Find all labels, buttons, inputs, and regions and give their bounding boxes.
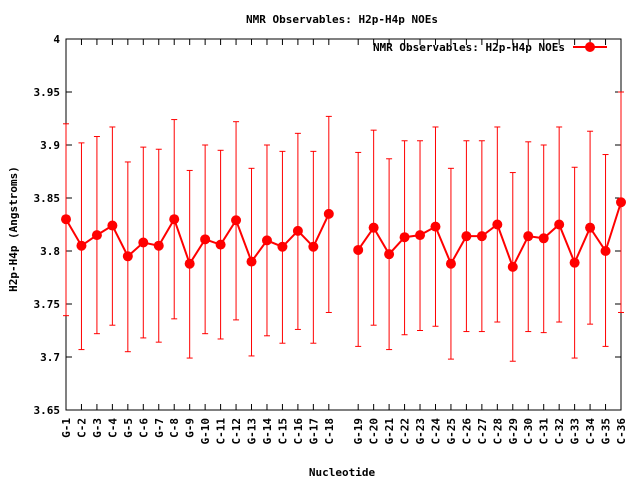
x-tick-label: G-14	[261, 418, 274, 445]
x-tick-label: C-31	[538, 418, 551, 445]
data-point	[476, 231, 487, 242]
data-point	[184, 258, 195, 269]
x-tick-label: G-7	[153, 418, 166, 438]
data-point	[600, 246, 611, 256]
data-point	[430, 221, 441, 232]
y-tick-label: 3.85	[34, 192, 61, 205]
y-axis: 3.65 3.7 3.75 3.8 3.85 3.9 3.95 4	[34, 33, 621, 417]
data-point	[169, 214, 180, 225]
chart-title: NMR Observables: H2p-H4p NOEs	[246, 13, 438, 26]
data-point	[554, 219, 565, 230]
x-axis-label: Nucleotide	[309, 466, 376, 479]
y-tick-label: 4	[53, 33, 60, 46]
data-point	[368, 222, 379, 233]
data-point	[153, 240, 164, 251]
x-tick-label: G-13	[246, 418, 259, 445]
data-point	[261, 235, 272, 246]
y-tick-label: 3.75	[34, 298, 61, 311]
legend-label: NMR Observables: H2p-H4p NOEs	[373, 41, 565, 54]
data-series	[61, 91, 626, 362]
x-tick-label: C-4	[106, 418, 119, 438]
x-tick-label: C-18	[323, 418, 336, 445]
data-point	[384, 249, 395, 260]
data-point	[616, 197, 626, 208]
x-tick-label: G-29	[507, 418, 520, 445]
data-point	[569, 257, 580, 268]
data-point	[523, 231, 534, 242]
data-point	[415, 230, 426, 241]
data-point	[323, 208, 334, 219]
data-point	[246, 256, 257, 267]
data-point	[461, 231, 472, 242]
plot-frame	[65, 38, 622, 411]
legend: NMR Observables: H2p-H4p NOEs	[373, 41, 607, 54]
x-tick-label: C-30	[522, 418, 535, 445]
data-point	[585, 222, 596, 233]
data-point	[445, 258, 456, 269]
data-point	[231, 215, 242, 226]
data-point	[138, 237, 149, 248]
data-point	[399, 232, 410, 243]
data-point	[61, 214, 71, 225]
x-tick-label: C-28	[491, 418, 504, 445]
data-point	[292, 225, 303, 236]
legend-marker	[585, 42, 595, 52]
x-tick-label: C-20	[368, 418, 381, 445]
x-tick-label: C-2	[75, 418, 88, 438]
y-axis-label: H2p-H4p (Angstroms)	[7, 166, 20, 292]
x-tick-label: G-33	[569, 418, 582, 445]
x-tick-label: C-36	[615, 418, 628, 445]
series-line	[65, 213, 330, 267]
x-tick-label: C-22	[399, 418, 412, 445]
data-point	[91, 230, 102, 241]
data-point	[215, 239, 226, 250]
data-point	[538, 233, 549, 244]
x-tick-label: G-3	[91, 418, 104, 438]
x-tick-label: G-5	[122, 418, 135, 438]
x-tick-label: G-23	[414, 418, 427, 445]
x-tick-label: C-12	[230, 418, 243, 445]
x-tick-label: G-21	[383, 418, 396, 445]
x-tick-label: G-35	[600, 418, 613, 445]
y-tick-label: 3.9	[40, 139, 60, 152]
x-tick-label: C-15	[276, 418, 289, 445]
data-point	[492, 219, 503, 230]
x-tick-label: C-16	[292, 418, 305, 445]
x-tick-label: G-9	[184, 418, 197, 438]
y-tick-label: 3.65	[34, 404, 61, 417]
x-tick-label: C-27	[476, 418, 489, 445]
data-point	[107, 220, 118, 231]
x-tick-label: C-34	[584, 418, 597, 445]
data-point	[353, 244, 364, 255]
y-tick-label: 3.8	[40, 245, 60, 258]
x-tick-label: G-25	[445, 418, 458, 445]
data-point	[277, 241, 288, 252]
data-point	[308, 241, 319, 252]
x-tick-label: C-11	[215, 418, 228, 445]
data-point	[507, 261, 518, 272]
x-tick-label: G-10	[199, 418, 212, 445]
x-tick-label: C-24	[429, 418, 442, 445]
y-tick-label: 3.95	[34, 86, 61, 99]
x-tick-label: C-8	[168, 418, 181, 438]
data-point	[122, 251, 133, 262]
x-tick-label: C-26	[460, 418, 473, 445]
y-tick-label: 3.7	[40, 351, 60, 364]
series-line	[357, 201, 622, 270]
x-tick-label: C-6	[137, 418, 150, 438]
x-tick-label: G-17	[307, 418, 320, 445]
x-tick-label: G-19	[352, 418, 365, 445]
data-point	[200, 234, 211, 245]
data-point	[76, 240, 87, 251]
x-tick-label: G-1	[60, 418, 73, 438]
x-axis: G-1 C-2 G-3 C-4 G-5 C-6 G-7 C-8 G-9 G-10 C-11 C-12 G…	[60, 39, 628, 445]
x-tick-label: C-32	[553, 418, 566, 445]
